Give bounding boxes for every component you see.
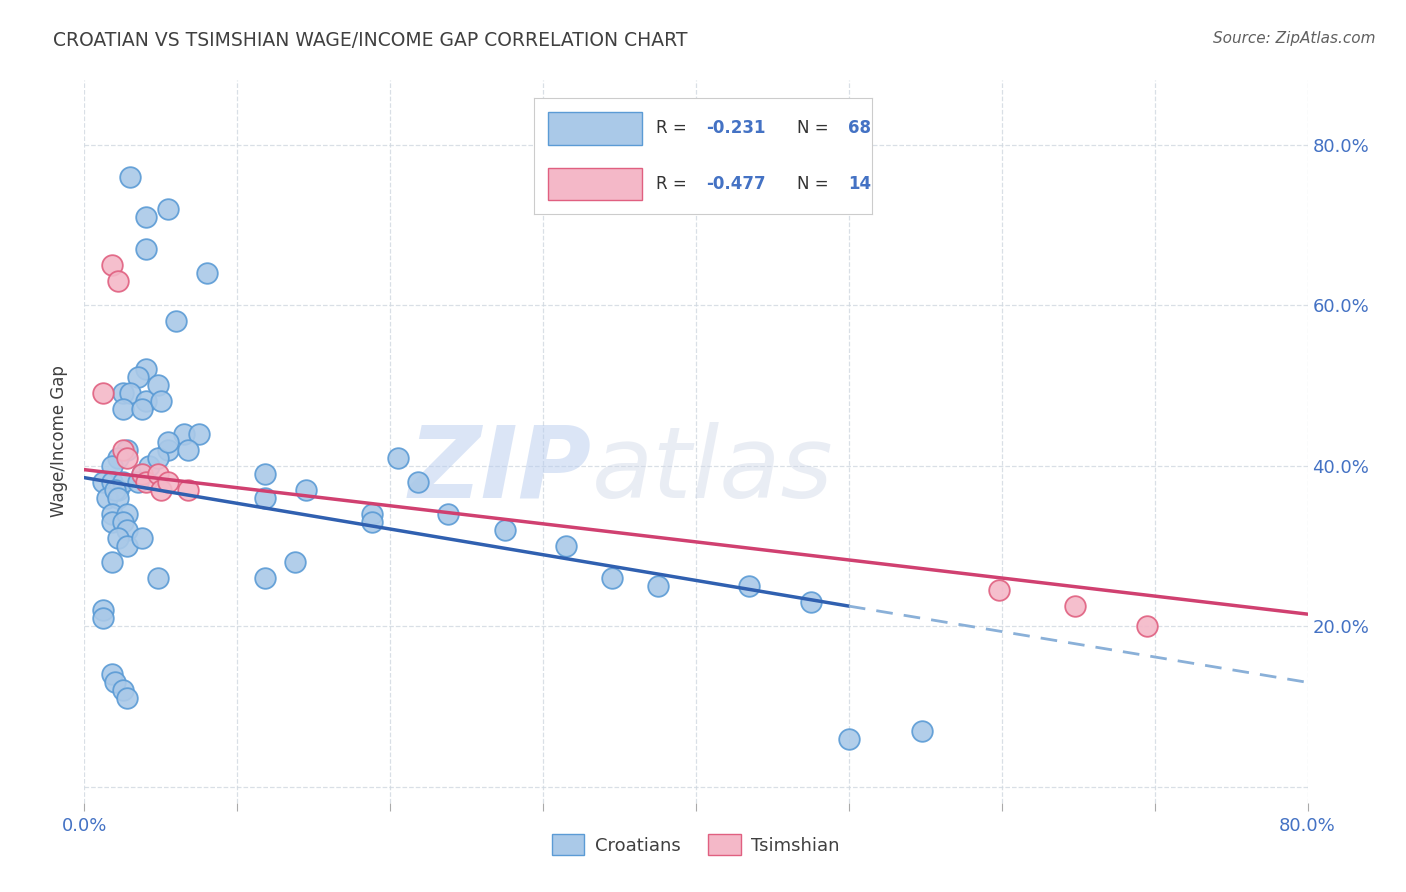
Point <box>111 475 134 489</box>
Point <box>101 555 124 569</box>
Point <box>284 555 307 569</box>
Point <box>96 491 118 505</box>
Point <box>101 258 124 272</box>
Point <box>157 434 180 449</box>
Point <box>838 731 860 746</box>
Point <box>131 402 153 417</box>
Point <box>149 394 172 409</box>
Point <box>115 691 138 706</box>
Point <box>195 266 218 280</box>
Legend: Croatians, Tsimshian: Croatians, Tsimshian <box>544 827 848 863</box>
Y-axis label: Wage/Income Gap: Wage/Income Gap <box>51 366 69 517</box>
Point <box>173 426 195 441</box>
Point <box>135 394 157 409</box>
Text: 14: 14 <box>848 175 872 193</box>
Point <box>111 683 134 698</box>
Text: N =: N = <box>797 119 834 136</box>
Point <box>101 667 124 681</box>
Point <box>101 507 124 521</box>
Point <box>253 571 276 585</box>
Text: atlas: atlas <box>592 422 834 519</box>
Point <box>91 603 114 617</box>
Point <box>360 515 382 529</box>
Point <box>1064 599 1087 614</box>
Point <box>111 442 134 457</box>
Text: R =: R = <box>655 175 692 193</box>
Point <box>157 442 180 457</box>
Point <box>107 450 129 465</box>
Point <box>131 531 153 545</box>
Point <box>111 402 134 417</box>
Point <box>91 611 114 625</box>
Point <box>600 571 623 585</box>
Point <box>107 531 129 545</box>
Point <box>987 583 1010 598</box>
Text: -0.477: -0.477 <box>706 175 766 193</box>
Point <box>115 442 138 457</box>
Point <box>149 483 172 497</box>
Text: ZIP: ZIP <box>409 422 592 519</box>
Point <box>494 523 516 537</box>
Point <box>111 386 134 401</box>
Point <box>101 515 124 529</box>
Text: R =: R = <box>655 119 692 136</box>
Point <box>738 579 761 593</box>
Point <box>253 491 276 505</box>
Point <box>177 442 200 457</box>
Point <box>127 475 149 489</box>
Point <box>120 386 142 401</box>
Point <box>406 475 429 489</box>
Point <box>115 539 138 553</box>
Point <box>107 483 129 497</box>
Point <box>911 723 934 738</box>
Point <box>115 450 138 465</box>
Point <box>101 475 124 489</box>
Point <box>165 314 187 328</box>
Point <box>115 507 138 521</box>
Point <box>146 467 169 481</box>
Text: CROATIAN VS TSIMSHIAN WAGE/INCOME GAP CORRELATION CHART: CROATIAN VS TSIMSHIAN WAGE/INCOME GAP CO… <box>53 31 688 50</box>
Point <box>138 458 160 473</box>
Point <box>101 458 124 473</box>
Point <box>295 483 318 497</box>
Point <box>555 539 578 553</box>
Point <box>104 675 127 690</box>
Point <box>131 467 153 481</box>
Bar <box>548 168 643 200</box>
Point <box>135 475 157 489</box>
Point <box>437 507 460 521</box>
Text: 68: 68 <box>848 119 872 136</box>
Point <box>111 515 134 529</box>
Point <box>135 242 157 256</box>
Point <box>131 467 153 481</box>
Point <box>127 370 149 384</box>
Point <box>647 579 669 593</box>
Point <box>387 450 409 465</box>
Point <box>800 595 823 609</box>
Point <box>157 202 180 216</box>
Point <box>135 362 157 376</box>
Point <box>91 475 114 489</box>
Point <box>91 386 114 401</box>
Point <box>146 450 169 465</box>
Text: Source: ZipAtlas.com: Source: ZipAtlas.com <box>1212 31 1375 46</box>
Point <box>146 378 169 392</box>
Point <box>157 475 180 489</box>
Point <box>104 483 127 497</box>
Point <box>1136 619 1159 633</box>
Point <box>115 523 138 537</box>
Point <box>120 169 142 184</box>
Point <box>177 483 200 497</box>
Bar <box>548 112 643 145</box>
Point <box>188 426 211 441</box>
Point <box>107 274 129 288</box>
Point <box>253 467 276 481</box>
Point <box>146 571 169 585</box>
Point <box>107 491 129 505</box>
Point <box>360 507 382 521</box>
Text: N =: N = <box>797 175 834 193</box>
Text: -0.231: -0.231 <box>706 119 766 136</box>
Point <box>135 210 157 224</box>
